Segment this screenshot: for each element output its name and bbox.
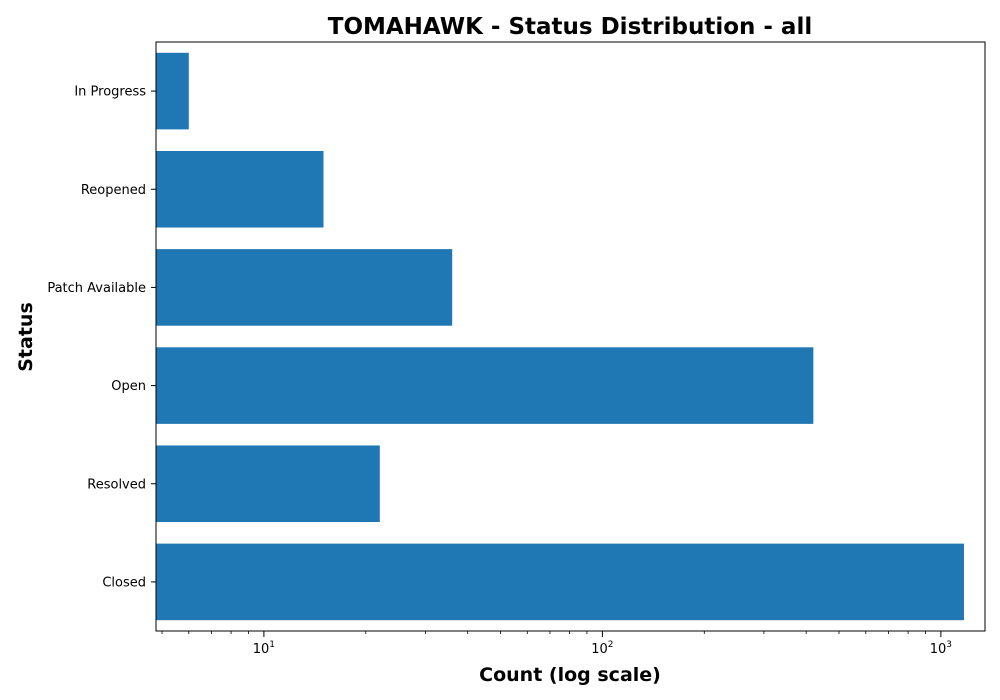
bar-closed [156, 543, 964, 621]
x-tick-label: 101 [253, 640, 275, 657]
bar-reopened [156, 150, 324, 228]
y-ticks-group: In Progress Reopened Patch Available Open Re… [47, 85, 156, 590]
x-axis-label: Count (log scale) [479, 664, 661, 686]
y-tick-label: Closed [102, 575, 146, 590]
bar-patch-available [156, 249, 453, 326]
x-ticks-group: 101 102 103 [161, 631, 952, 657]
bars-group [156, 52, 964, 621]
x-tick-label: 102 [591, 640, 613, 657]
y-tick-label: Open [111, 379, 146, 394]
bar-in-progress [156, 52, 189, 130]
bar-resolved [156, 445, 380, 523]
chart-title: TOMAHAWK - Status Distribution - all [328, 14, 812, 40]
y-tick-label: Patch Available [47, 281, 146, 296]
y-tick-label: Resolved [87, 477, 146, 492]
y-tick-label: Reopened [81, 183, 146, 198]
x-tick-label: 103 [930, 640, 952, 657]
plot-frame [155, 41, 986, 632]
y-tick-label: In Progress [74, 85, 146, 100]
y-axis-label: Status [15, 302, 37, 372]
bar-open [156, 347, 814, 424]
